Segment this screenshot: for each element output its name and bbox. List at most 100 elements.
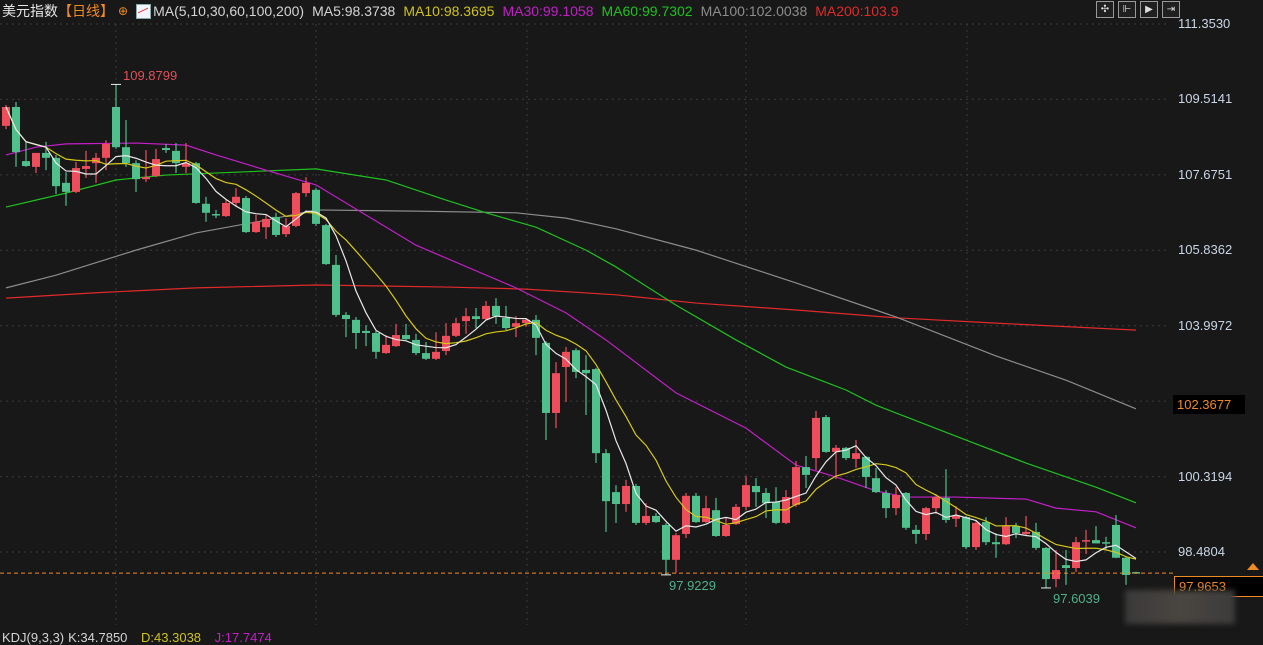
ma-settings-icon[interactable] [136, 3, 152, 19]
candle-body [322, 225, 330, 265]
candle-body [982, 522, 990, 543]
candle-body [2, 106, 10, 126]
chart-toolbar: ✣ ⊩ ▶ ⇥ [1096, 1, 1180, 18]
ma5-line [5, 106, 1137, 563]
candle-body [292, 193, 300, 226]
candle-body [912, 529, 920, 534]
ma100-value: MA100:102.0038 [700, 3, 808, 19]
candle-body [402, 335, 410, 340]
target-icon[interactable]: ⊕ [118, 4, 129, 18]
candle-body [412, 339, 420, 354]
ma-params[interactable]: MA(5,10,30,60,100,200) [153, 3, 305, 19]
zoom-in-icon[interactable]: ⊩ [1118, 1, 1136, 18]
candle-body [142, 177, 150, 180]
kdj-params[interactable]: KDJ(9,3,3) [2, 630, 65, 645]
candle-body [1002, 526, 1010, 545]
candle-body [1062, 565, 1070, 569]
candle-body [62, 182, 70, 192]
y-tick-label: 111.3530 [1178, 16, 1231, 31]
y-tick-label: 105.8362 [1178, 242, 1233, 257]
candle-body [172, 150, 180, 164]
candle-body [772, 501, 780, 523]
candle-body [332, 264, 340, 315]
candle-body [242, 198, 250, 233]
candle-body [302, 182, 310, 194]
candle-body [162, 147, 170, 151]
candle-body [922, 508, 930, 534]
kdj-d: D:43.3038 [141, 630, 202, 645]
candle-body [272, 216, 280, 235]
candle-body [842, 447, 850, 459]
candle-body [762, 492, 770, 504]
y-tick-label: 109.5141 [1178, 91, 1233, 106]
candle-body [672, 535, 680, 560]
candle-body [262, 218, 270, 228]
candle-body [72, 168, 80, 192]
candle-body [32, 152, 40, 167]
highlight-price-label: 102.3677 [1173, 395, 1245, 414]
ma30-line [5, 142, 1137, 529]
candle-body [132, 163, 140, 180]
candle-body [742, 485, 750, 507]
ma200-line [5, 284, 1137, 331]
candle-body [692, 495, 700, 523]
ma10-value: MA10:98.3695 [403, 3, 495, 19]
candle-body [352, 319, 360, 333]
y-tick-label: 107.6751 [1178, 167, 1233, 182]
ma100-line [5, 209, 1137, 410]
candle-body [972, 522, 980, 548]
candle-body [662, 524, 670, 560]
low-annotation: 97.9229 [669, 578, 716, 593]
candle-body [422, 353, 430, 359]
candle-body [372, 332, 380, 352]
candle-body [522, 319, 530, 324]
candle-body [592, 369, 600, 454]
candle-body [82, 166, 90, 169]
candle-body [102, 143, 110, 158]
crosshair-icon[interactable]: ✣ [1096, 1, 1114, 18]
candle-body [542, 342, 550, 413]
candle-body [872, 478, 880, 493]
low-annotation: 97.6039 [1053, 591, 1100, 606]
kdj-k: K:34.7850 [68, 630, 128, 645]
exit-icon[interactable]: ⇥ [1162, 1, 1180, 18]
candle-body [472, 316, 480, 320]
candle-body [582, 369, 590, 374]
ma30-value: MA30:99.1058 [502, 3, 594, 19]
candle-body [152, 159, 160, 176]
candle-body [42, 152, 50, 158]
candle-body [1102, 542, 1110, 544]
period-selector[interactable]: 【日线】 [58, 3, 114, 19]
y-tick-label: 103.9972 [1178, 318, 1233, 333]
ma5-value: MA5:98.3738 [312, 3, 396, 19]
candle-body [622, 485, 630, 505]
blurred-region [1125, 590, 1235, 624]
candle-body [712, 510, 720, 537]
candle-body [892, 495, 900, 509]
candle-body [202, 203, 210, 213]
candle-body [1072, 542, 1080, 569]
candle-body [192, 163, 200, 203]
instrument-title: 美元指数 [2, 3, 58, 19]
candle-body [392, 335, 400, 347]
candle-body [902, 492, 910, 528]
candle-body [492, 305, 500, 317]
candle-body [642, 515, 650, 523]
play-icon[interactable]: ▶ [1140, 1, 1158, 18]
candle-body [802, 467, 810, 475]
candle-body [1042, 547, 1050, 580]
candle-body [1052, 570, 1060, 580]
candle-body [182, 163, 190, 167]
candle-body [812, 417, 820, 459]
candle-body [722, 524, 730, 537]
candle-body [432, 351, 440, 359]
ma200-value: MA200:103.9 [815, 3, 899, 19]
kdj-indicator-bar: KDJ(9,3,3) K:34.7850 D:43.3038 J:17.7474 [2, 630, 282, 645]
scroll-up-arrow-icon[interactable] [1247, 563, 1259, 570]
candle-body [962, 517, 970, 548]
candle-body [552, 373, 560, 413]
candle-body [992, 542, 1000, 545]
high-annotation: 109.8799 [123, 68, 178, 83]
candle-body [632, 485, 640, 523]
